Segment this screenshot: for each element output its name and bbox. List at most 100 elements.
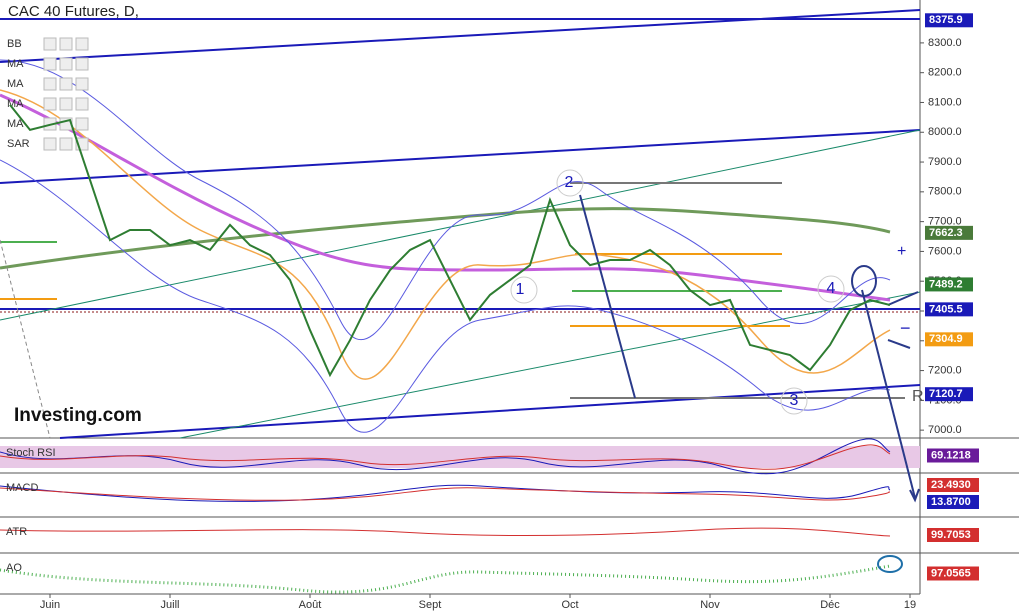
trend-line [59, 384, 921, 439]
price-tag [925, 387, 973, 402]
indicator-button [43, 97, 57, 111]
indicator-button [59, 37, 73, 51]
panel-label: ATR [6, 526, 27, 538]
price-tag-label: 7304.9 [929, 333, 963, 345]
bollinger-upper [0, 59, 891, 341]
price-tag [925, 225, 973, 240]
moving-average-200 [0, 207, 891, 270]
plus-sign: + [897, 243, 906, 260]
x-tick-label: Nov [700, 599, 720, 611]
y-tick-label: 8000.0 [928, 126, 962, 138]
indicator-button [59, 137, 73, 151]
price-tag [925, 277, 973, 292]
wave-label: R [912, 388, 924, 405]
channel-line [179, 291, 921, 439]
wave-label: 2 [565, 174, 574, 191]
x-tick-label: Août [299, 599, 322, 611]
indicator-button [75, 97, 89, 111]
panel-label: MACD [6, 482, 38, 494]
indicator-button [43, 57, 57, 71]
panel-value-tag [927, 478, 979, 492]
stoch-band [0, 446, 920, 468]
price-tag-label: 7405.5 [929, 303, 963, 315]
moving-average-20 [0, 89, 891, 380]
trend-line [0, 129, 921, 184]
x-tick-label: 19 [904, 599, 916, 611]
indicator-button [75, 57, 89, 71]
indicator-label: MA [7, 58, 24, 70]
indicator-button [43, 37, 57, 51]
stoch-d [0, 444, 891, 470]
panel-value-label: 99.7053 [931, 529, 971, 541]
y-tick-label: 7800.0 [928, 186, 962, 198]
x-tick-label: Juill [161, 599, 180, 611]
indicator-button [59, 57, 73, 71]
panel-value-label: 69.1218 [931, 449, 971, 461]
bollinger-lower [0, 159, 891, 433]
price-tag [925, 302, 973, 317]
panel-value-label: 23.4930 [931, 479, 971, 491]
indicator-label: MA [7, 78, 24, 90]
wave-circle [780, 387, 808, 415]
arrow [887, 291, 919, 306]
wave-label: 3 [790, 392, 799, 409]
price-tag-label: 7120.7 [929, 388, 963, 400]
indicator-label: BB [7, 38, 22, 50]
price-line [9, 104, 891, 378]
y-tick-label: 8200.0 [928, 67, 962, 79]
chart-title: CAC 40 Futures, D, [8, 3, 139, 20]
y-tick-label: 7900.0 [928, 156, 962, 168]
panel-value-tag [927, 495, 979, 509]
price-tag-label: 7662.3 [929, 227, 963, 239]
panel-value-tag [927, 566, 979, 581]
x-tick-label: Sept [419, 599, 442, 611]
macd-line [0, 484, 891, 502]
x-tick-label: Juin [40, 599, 60, 611]
y-tick-label: 8100.0 [928, 96, 962, 108]
atr-line [0, 527, 891, 537]
panel-label: Stoch RSI [6, 447, 56, 459]
panel-label: AO [6, 562, 22, 574]
panel-value-tag [927, 528, 979, 542]
watermark: Investing.com [14, 405, 142, 426]
arrow [887, 339, 911, 349]
indicator-label: SAR [7, 138, 30, 150]
indicator-button [59, 97, 73, 111]
y-tick-label: 7200.0 [928, 364, 962, 376]
y-tick-label: 7000.0 [928, 424, 962, 436]
dashed-line [0, 239, 51, 439]
indicator-button [75, 117, 89, 131]
indicator-button [59, 77, 73, 91]
wave-circle [510, 276, 538, 304]
macd-signal [0, 487, 891, 501]
price-tag-label: 7489.2 [929, 278, 963, 290]
arrow [861, 289, 916, 499]
arrow-head [909, 488, 920, 503]
indicator-button [75, 37, 89, 51]
price-tag [925, 332, 973, 347]
wave-label: 1 [516, 281, 525, 298]
wave-label: 4 [827, 280, 836, 297]
x-tick-label: Oct [561, 599, 578, 611]
indicator-button [43, 137, 57, 151]
y-tick-label: 7700.0 [928, 216, 962, 228]
indicator-button [43, 77, 57, 91]
minus-sign: − [900, 318, 911, 338]
y-tick-label: 8300.0 [928, 37, 962, 49]
highlight-circle [851, 265, 877, 297]
price-tag-label: 8375.9 [929, 14, 963, 26]
arrow [579, 194, 636, 399]
indicator-button [75, 77, 89, 91]
highlight-circle [877, 555, 903, 573]
panel-value-label: 13.8700 [931, 496, 971, 508]
y-tick-label: 7600.0 [928, 245, 962, 257]
x-tick-label: Déc [820, 599, 840, 611]
indicator-label: MA [7, 118, 24, 130]
wave-circle [817, 275, 845, 303]
channel-line [0, 129, 921, 321]
panel-value-tag [927, 448, 979, 463]
indicator-label: MA [7, 98, 24, 110]
wave-circle [556, 169, 584, 197]
